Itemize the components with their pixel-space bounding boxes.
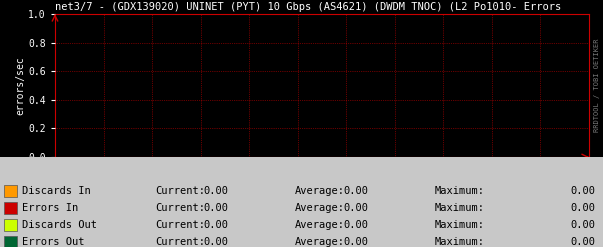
Text: Errors In: Errors In	[22, 203, 78, 212]
Text: 0.00: 0.00	[343, 236, 368, 247]
Text: net3/7 - (GDX139020) UNINET (PYT) 10 Gbps (AS4621) (DWDM TNOC) (L2 Po1010- Error: net3/7 - (GDX139020) UNINET (PYT) 10 Gbp…	[55, 2, 561, 12]
Text: Maximum:: Maximum:	[435, 220, 485, 229]
Bar	[4, 185, 17, 197]
Text: 0.00: 0.00	[570, 236, 595, 247]
Text: Current:: Current:	[155, 203, 205, 212]
Bar	[4, 202, 17, 213]
Text: Current:: Current:	[155, 185, 205, 195]
Y-axis label: errors/sec: errors/sec	[16, 56, 25, 115]
Text: Average:: Average:	[295, 185, 345, 195]
Text: Maximum:: Maximum:	[435, 236, 485, 247]
Text: Maximum:: Maximum:	[435, 203, 485, 212]
Bar	[4, 235, 17, 247]
Text: 0.00: 0.00	[343, 203, 368, 212]
Text: Discards Out: Discards Out	[22, 220, 97, 229]
Bar	[4, 219, 17, 230]
Text: Errors Out: Errors Out	[22, 236, 84, 247]
Text: 0.00: 0.00	[570, 203, 595, 212]
Text: Average:: Average:	[295, 236, 345, 247]
Text: 0.00: 0.00	[570, 220, 595, 229]
Text: 0.00: 0.00	[343, 185, 368, 195]
Text: Current:: Current:	[155, 236, 205, 247]
Text: 0.00: 0.00	[203, 220, 228, 229]
Text: 0.00: 0.00	[570, 185, 595, 195]
Text: Current:: Current:	[155, 220, 205, 229]
Text: 0.00: 0.00	[203, 236, 228, 247]
Text: 0.00: 0.00	[203, 203, 228, 212]
Text: Average:: Average:	[295, 203, 345, 212]
Text: 0.00: 0.00	[343, 220, 368, 229]
Text: Average:: Average:	[295, 220, 345, 229]
Text: RRDTOOL / TOBI OETIKER: RRDTOOL / TOBI OETIKER	[594, 39, 600, 132]
Text: 0.00: 0.00	[203, 185, 228, 195]
Text: Maximum:: Maximum:	[435, 185, 485, 195]
Text: Discards In: Discards In	[22, 185, 90, 195]
